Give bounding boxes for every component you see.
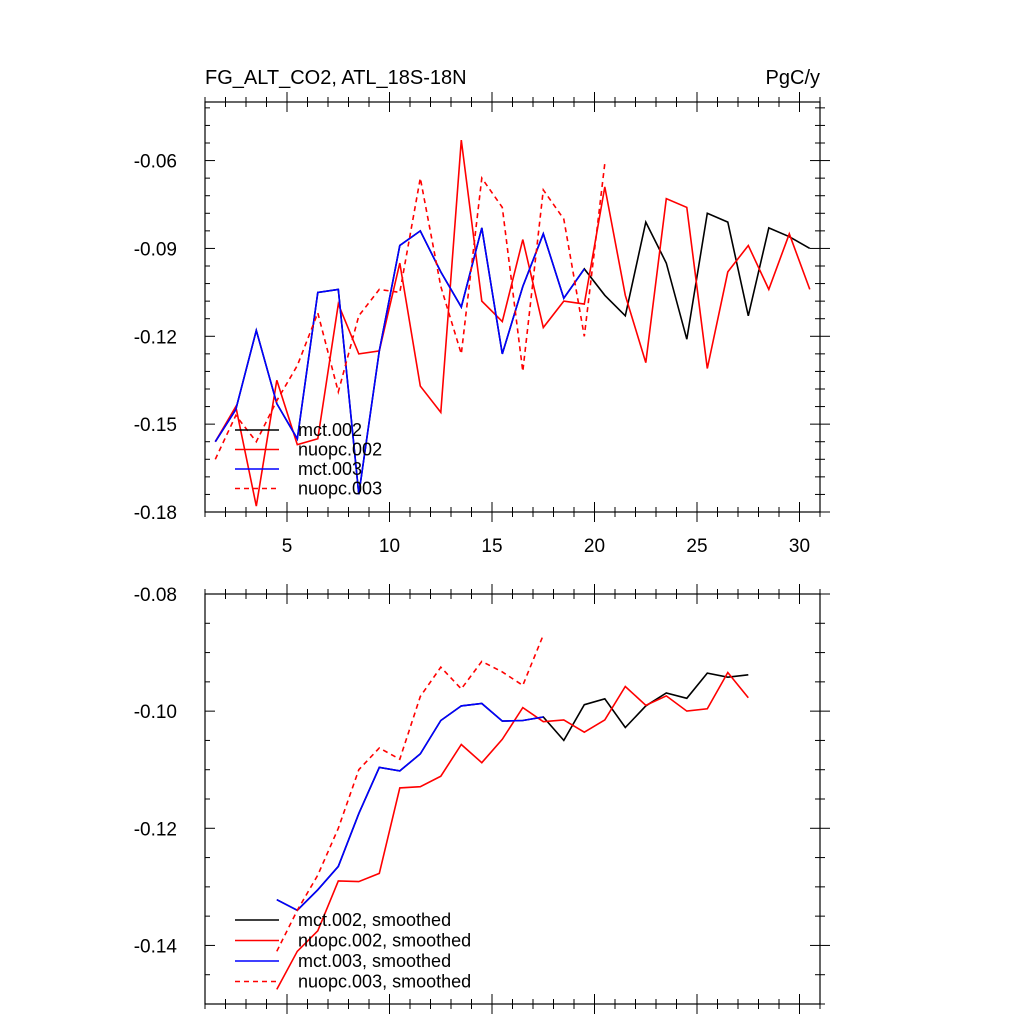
y-tick-label: -0.08 xyxy=(134,585,177,606)
legend-label: mct.003, smoothed xyxy=(298,951,451,971)
series-line-nuopc-002-smoothed xyxy=(276,671,749,990)
legend-label: nuopc.002 xyxy=(298,440,382,460)
legend-label: mct.003 xyxy=(298,459,362,479)
top-panel: FG_ALT_CO2, ATL_18S-18N PgC/y 5 10 15 20 25 3… xyxy=(134,67,830,557)
x-tick-label: 5 xyxy=(282,536,293,557)
y-tick-label: -0.09 xyxy=(134,239,177,260)
series-line-mct-003 xyxy=(214,227,585,495)
x-tick-label: 20 xyxy=(584,536,605,557)
series-line-mct-002-smoothed xyxy=(276,672,749,912)
x-tick-label: 25 xyxy=(686,536,707,557)
series-line-nuopc-002 xyxy=(214,139,811,507)
x-tick-label: 30 xyxy=(789,536,810,557)
legend-label: nuopc.003 xyxy=(298,479,382,499)
y-tick-label: -0.14 xyxy=(134,936,178,957)
y-tick-label: -0.18 xyxy=(134,503,177,524)
series-line-mct-003-smoothed xyxy=(276,702,544,912)
chart-title: FG_ALT_CO2, ATL_18S-18N xyxy=(205,67,467,89)
legend-label: nuopc.002, smoothed xyxy=(298,931,471,951)
top-plot-area: 5 10 15 20 25 30 -0.18 -0.15 -0.12 -0.09 -0.06 mct.… xyxy=(134,92,830,557)
series-line-nuopc-003 xyxy=(214,163,606,460)
y-tick-label: -0.12 xyxy=(134,819,177,840)
y-tick-label: -0.06 xyxy=(134,152,177,173)
legend-label: nuopc.003, smoothed xyxy=(298,972,471,992)
legend-label: mct.002 xyxy=(298,420,362,440)
series-line-nuopc-003-smoothed xyxy=(276,634,545,952)
legend-label: mct.002, smoothed xyxy=(298,910,451,930)
y-tick-label: -0.10 xyxy=(134,702,177,723)
x-tick-label: 10 xyxy=(379,536,400,557)
y-tick-label: -0.15 xyxy=(134,415,177,436)
x-tick-label: 15 xyxy=(481,536,502,557)
units-label: PgC/y xyxy=(766,67,820,89)
y-tick-label: -0.12 xyxy=(134,327,177,348)
